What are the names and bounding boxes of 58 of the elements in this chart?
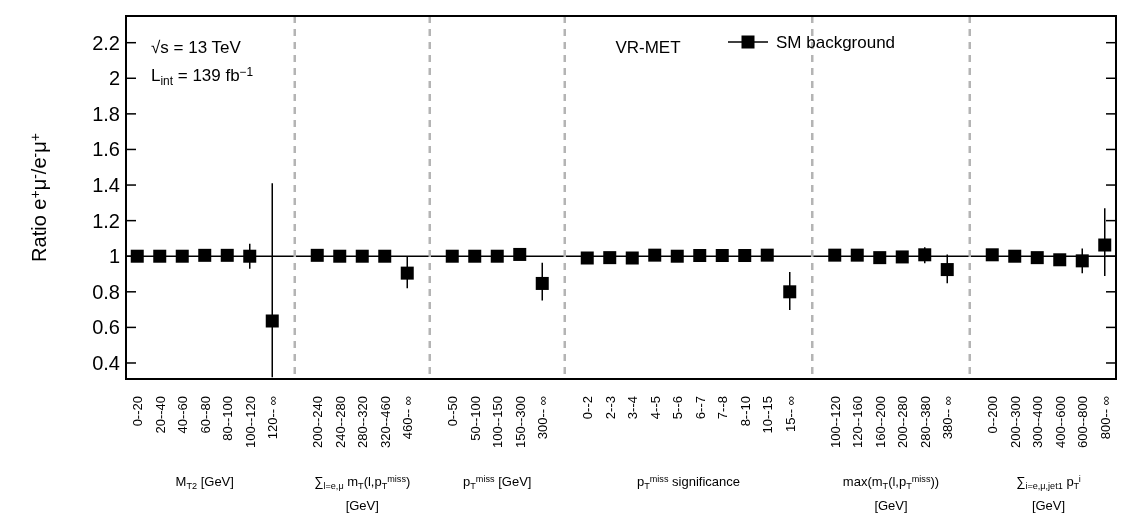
x-tick-label: 8--10 [737,396,753,427]
text: M$_{T2}$ [GeV] [175,474,234,491]
x-tick-label: 120-- ∞ [265,396,281,440]
x-tick-label: 100--150 [490,396,506,449]
text: p$_{T}$$^{miss}$ [GeV] [463,473,532,491]
x-tick-label: 380-- ∞ [940,396,956,440]
x-tick-label: 200--280 [895,396,911,449]
x-tick-label: 60--80 [197,396,213,434]
y-tick-label: 1.4 [92,174,120,197]
annotation: L$_{int}$ = 139 fb$^{−1}$ [151,64,254,88]
y-tick-label: 1 [108,245,120,268]
y-tick-label: 0.8 [92,280,120,303]
x-tick-label: 10--15 [760,396,776,434]
x-tick-label: 40--60 [175,396,191,434]
x-tick-label: 100--120 [242,396,258,449]
x-tick-label: 400--600 [1052,396,1068,449]
x-tick-label: 280--380 [917,396,933,449]
x-tick-label: 7--8 [715,396,731,420]
x-tick-label: 200--240 [310,396,326,449]
x-tick-label: 0--50 [445,396,461,427]
x-tick-label: 120--160 [850,396,866,449]
x-tick-label: 6--7 [692,396,708,420]
text: ∑$_{l=e,μ}$ m$_{T}$(l,p$_{T}$$^{miss}$) [GeV] [314,473,411,513]
x-tick-label: 100--120 [827,396,843,449]
y-tick-label: 0.6 [92,316,120,339]
x-tick-label: 150--300 [512,396,528,449]
x-tick-label: 80--100 [220,396,236,441]
x-tick-label: 0--2 [580,396,596,420]
x-tick-label: 0--200 [985,396,1001,434]
x-tick-label: 0--20 [130,396,146,427]
y-tick-label: 2.2 [92,31,120,54]
text: p$_{T}$$^{miss}$ significance [636,473,741,491]
x-tick-label: 300--400 [1030,396,1046,449]
x-tick-label: 320--460 [377,396,393,449]
x-tick-label: 280--320 [355,396,371,449]
x-tick-label: 300-- ∞ [535,396,551,440]
y-tick-label: 1.6 [92,138,120,161]
x-tick-label: 50--100 [467,396,483,441]
x-tick-label: 800-- ∞ [1097,396,1113,440]
x-tick-label: 2--3 [602,396,618,420]
x-tick-label: 240--280 [332,396,348,449]
x-tick-label: 20--40 [152,396,168,434]
legend-label: SM background [776,33,896,52]
x-tick-label: 460-- ∞ [400,396,416,440]
y-tick-label: 1.8 [92,102,120,125]
annotation: VR-MET [615,38,681,57]
x-tick-label: 5--6 [670,396,686,420]
x-tick-label: 600--800 [1075,396,1091,449]
y-tick-label: 0.4 [92,351,120,374]
x-tick-label: 200--300 [1007,396,1023,449]
text: max(m$_{T}$(l,p$_{T}$$^{miss}$)) [GeV] [842,473,940,513]
x-tick-label: 3--4 [625,396,641,420]
x-tick-label: 160--200 [872,396,888,449]
x-tick-label: 15-- ∞ [782,396,798,432]
y-tick-label: 1.2 [92,209,120,232]
annotation: √s = 13 TeV [151,38,242,57]
x-tick-label: 4--5 [647,396,663,420]
y-tick-label: 2 [108,67,120,90]
